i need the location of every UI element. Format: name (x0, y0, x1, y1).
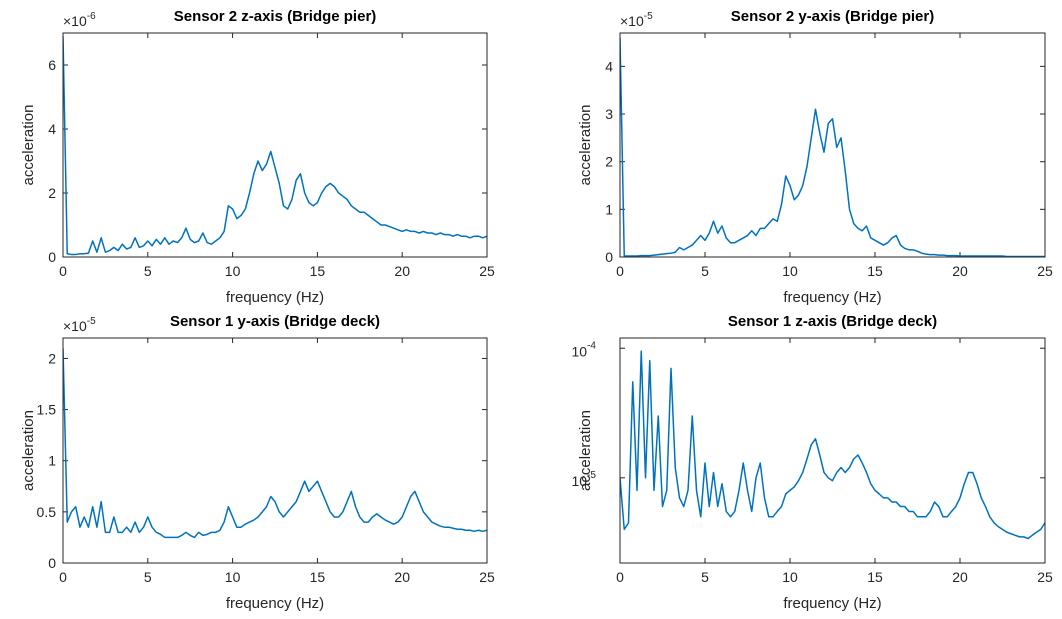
plot-area (620, 37, 1045, 257)
y-tick-label: 0 (48, 249, 56, 265)
y-scale-factor: ×10-5 (63, 316, 96, 334)
y-tick-label: 2 (605, 154, 613, 170)
axes-box (62, 32, 488, 258)
y-axis-label: acceleration (20, 410, 37, 491)
x-tick-label: 20 (952, 569, 968, 585)
axes-background (620, 338, 1045, 563)
y-scale-factor: ×10-6 (63, 11, 96, 29)
line (620, 37, 1045, 257)
y-tick-label: 4 (605, 58, 613, 74)
y-tick-label: 1 (605, 201, 613, 217)
axes-background (620, 33, 1045, 257)
x-axis-label: frequency (Hz) (226, 595, 324, 612)
x-tick-label: 10 (225, 569, 241, 585)
scale-exponent: -5 (644, 11, 653, 22)
y-axis-label: acceleration (577, 105, 594, 186)
axes-box (62, 337, 488, 564)
x-tick-label: 15 (867, 263, 883, 279)
line (63, 36, 487, 256)
y-scale-factor: ×10-5 (620, 11, 653, 29)
axes-background (63, 338, 487, 563)
y-axis-label: acceleration (577, 410, 594, 491)
x-axis-label: frequency (Hz) (783, 289, 881, 306)
x-tick-label: 5 (701, 263, 709, 279)
x-tick-label: 0 (616, 569, 624, 585)
y-tick-label: 2 (48, 350, 56, 366)
x-tick-label: 20 (394, 263, 410, 279)
scale-base: ×10 (620, 13, 644, 29)
x-tick-label: 0 (59, 263, 67, 279)
subplot-title: Sensor 2 z-axis (Bridge pier) (174, 8, 377, 25)
y-tick-label: 1.5 (37, 402, 57, 418)
y-tick-label: 10-4 (572, 340, 597, 359)
subplot: Sensor 1 z-axis (Bridge deck) frequency (… (572, 313, 1053, 612)
subplot-title: Sensor 2 y-axis (Bridge pier) (731, 8, 934, 25)
x-tick-label: 20 (394, 569, 410, 585)
y-tick-label: 4 (48, 121, 56, 137)
subplot: Sensor 2 y-axis (Bridge pier) frequency (… (577, 8, 1053, 306)
y-tick-label: 0 (48, 555, 56, 571)
subplot-title: Sensor 1 z-axis (Bridge deck) (728, 313, 937, 330)
x-tick-label: 15 (867, 569, 883, 585)
x-tick-label: 10 (782, 569, 798, 585)
x-tick-label: 25 (479, 569, 495, 585)
y-tick-label: 2 (48, 185, 56, 201)
x-tick-label: 0 (59, 569, 67, 585)
tick-exponent: -5 (587, 470, 596, 481)
plot-area (620, 350, 1045, 540)
x-axis-label: frequency (Hz) (783, 595, 881, 612)
y-tick-label: 0 (605, 249, 613, 265)
y-tick-label: 0.5 (37, 504, 57, 520)
axes-background (63, 33, 487, 257)
subplot-title: Sensor 1 y-axis (Bridge deck) (170, 313, 380, 330)
y-tick-label: 3 (605, 106, 613, 122)
x-tick-label: 15 (310, 569, 326, 585)
x-tick-label: 20 (952, 263, 968, 279)
tick-base: 10 (572, 473, 588, 489)
scale-base: ×10 (63, 13, 87, 29)
subplot: Sensor 2 z-axis (Bridge pier) frequency (… (20, 8, 495, 306)
x-tick-label: 10 (225, 263, 241, 279)
scale-exponent: -5 (87, 316, 96, 327)
x-tick-label: 5 (144, 263, 152, 279)
axes-box (619, 337, 1046, 564)
x-tick-label: 15 (310, 263, 326, 279)
plot-area (63, 36, 487, 256)
x-tick-label: 10 (782, 263, 798, 279)
x-tick-label: 5 (701, 569, 709, 585)
scale-exponent: -6 (87, 11, 96, 22)
scale-base: ×10 (63, 318, 87, 334)
x-tick-label: 25 (1037, 569, 1053, 585)
tick-base: 10 (572, 343, 588, 359)
x-tick-label: 5 (144, 569, 152, 585)
plot-area (63, 348, 487, 539)
x-tick-label: 0 (616, 263, 624, 279)
x-axis-label: frequency (Hz) (226, 289, 324, 306)
subplot: Sensor 1 y-axis (Bridge deck) frequency (… (20, 313, 495, 612)
x-tick-label: 25 (1037, 263, 1053, 279)
y-axis-label: acceleration (20, 105, 37, 186)
y-tick-label: 10-5 (572, 470, 597, 489)
y-tick-label: 1 (48, 453, 56, 469)
x-tick-label: 25 (479, 263, 495, 279)
line (620, 350, 1045, 540)
y-tick-label: 6 (48, 57, 56, 73)
line (63, 348, 487, 539)
axes-box (619, 32, 1046, 258)
tick-exponent: -4 (587, 340, 596, 351)
